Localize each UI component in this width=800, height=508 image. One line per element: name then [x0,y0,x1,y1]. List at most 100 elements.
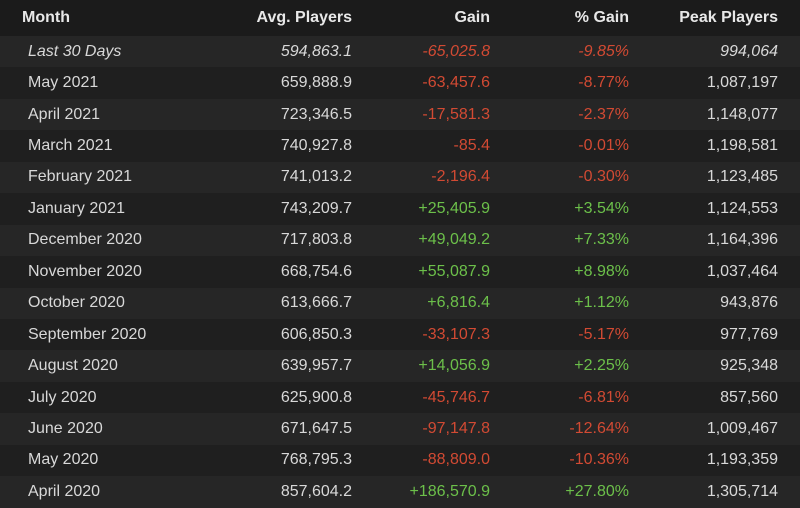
spacer [778,0,800,36]
table-row: October 2020 613,666.7 +6,816.4 +1.12% 943,8… [0,287,800,319]
table-cell: +2.25% [490,350,629,382]
table-cell: 1,009,467 [629,413,778,445]
table-cell: -2.37% [490,98,629,131]
table-cell: 857,604.2 [160,476,352,508]
table-cell: -63,457.6 [352,67,490,99]
table-cell: May 2021 [0,67,160,99]
table-cell: +27.80% [490,476,629,508]
table-cell: +1.12% [490,287,629,319]
table-cell: +25,405.9 [352,193,490,225]
column-header: Month [0,0,160,36]
table-row: April 2020 857,604.2 +186,570.9 +27.80% 1,30… [0,476,800,508]
table-cell: 943,876 [629,287,778,319]
spacer [778,193,800,225]
table-cell: 625,900.8 [160,381,352,414]
table-row: July 2020 625,900.8 -45,746.7 -6.81% 857,560 [0,381,800,414]
table-cell: January 2021 [0,193,160,225]
table-cell: 1,164,396 [629,224,778,257]
table-cell: 594,863.1 [160,36,352,68]
table-cell: April 2021 [0,98,160,131]
table-cell: 723,346.5 [160,98,352,131]
table-cell: 613,666.7 [160,287,352,319]
table-row: May 2020 768,795.3 -88,809.0 -10.36% 1,193,3… [0,444,800,477]
table-row: May 2021 659,888.9 -63,457.6 -8.77% 1,087,19… [0,67,800,99]
column-header: Gain [352,0,490,36]
table-cell: 639,957.7 [160,350,352,382]
spacer [778,476,800,508]
table-cell: -33,107.3 [352,318,490,351]
spacer [778,381,800,414]
table-cell: -8.77% [490,67,629,99]
table-cell: +8.98% [490,256,629,288]
column-header: Avg. Players [160,0,352,36]
table-cell: Last 30 Days [0,36,160,68]
spacer [778,161,800,194]
table-cell: -97,147.8 [352,413,490,445]
table-cell: May 2020 [0,444,160,477]
table-cell: August 2020 [0,350,160,382]
table-row: August 2020 639,957.7 +14,056.9 +2.25% 925,3… [0,350,800,382]
table-cell: +49,049.2 [352,224,490,257]
table-cell: July 2020 [0,381,160,414]
table-cell: 1,305,714 [629,476,778,508]
table-cell: 659,888.9 [160,67,352,99]
table-cell: 741,013.2 [160,161,352,194]
table-cell: 1,123,485 [629,161,778,194]
table-cell: -88,809.0 [352,444,490,477]
table-cell: June 2020 [0,413,160,445]
column-header: Peak Players [629,0,778,36]
table-cell: 977,769 [629,318,778,351]
table-cell: 668,754.6 [160,256,352,288]
table-row: November 2020 668,754.6 +55,087.9 +8.98% 1,0… [0,256,800,288]
table-row: September 2020 606,850.3 -33,107.3 -5.17% 97… [0,318,800,351]
header-row: Month Avg. Players Gain% Gain Peak Players [0,0,800,36]
table-cell: -85.4 [352,130,490,162]
spacer [778,413,800,445]
table-cell: April 2020 [0,476,160,508]
table-cell: -65,025.8 [352,36,490,68]
table-row: December 2020 717,803.8 +49,049.2 +7.33% 1,1… [0,224,800,257]
table-cell: -5.17% [490,318,629,351]
table-row: February 2021 741,013.2 -2,196.4 -0.30% 1,12… [0,161,800,194]
table-cell: 1,037,464 [629,256,778,288]
column-header: % Gain [490,0,629,36]
spacer [778,350,800,382]
spacer [778,318,800,351]
table-cell: 717,803.8 [160,224,352,257]
table-body: Last 30 Days 594,863.1 -65,025.8 -9.85% 994,… [0,36,800,508]
table-cell: October 2020 [0,287,160,319]
table-cell: 768,795.3 [160,444,352,477]
spacer [778,36,800,68]
table-cell: +7.33% [490,224,629,257]
table-cell: -17,581.3 [352,98,490,131]
table-cell: 1,124,553 [629,193,778,225]
table-cell: 1,198,581 [629,130,778,162]
table-cell: 743,209.7 [160,193,352,225]
spacer [778,256,800,288]
table-cell: +6,816.4 [352,287,490,319]
table-cell: 925,348 [629,350,778,382]
table-cell: 1,193,359 [629,444,778,477]
table-cell: +3.54% [490,193,629,225]
table-row: April 2021 723,346.5 -17,581.3 -2.37% 1,148,… [0,98,800,131]
table-row: Last 30 Days 594,863.1 -65,025.8 -9.85% 994,… [0,36,800,68]
table-cell: -0.30% [490,161,629,194]
table-row: January 2021 743,209.7 +25,405.9 +3.54% 1,12… [0,193,800,225]
spacer [778,98,800,131]
table-cell: -6.81% [490,381,629,414]
table-cell: November 2020 [0,256,160,288]
table-cell: -10.36% [490,444,629,477]
table-cell: +186,570.9 [352,476,490,508]
spacer [778,444,800,477]
table-cell: -9.85% [490,36,629,68]
table-cell: +55,087.9 [352,256,490,288]
spacer [778,130,800,162]
spacer [778,224,800,257]
table-cell: 740,927.8 [160,130,352,162]
spacer [778,67,800,99]
table-row: June 2020 671,647.5 -97,147.8 -12.64% 1,009,… [0,413,800,445]
table-cell: 671,647.5 [160,413,352,445]
spacer [778,287,800,319]
table-cell: +14,056.9 [352,350,490,382]
